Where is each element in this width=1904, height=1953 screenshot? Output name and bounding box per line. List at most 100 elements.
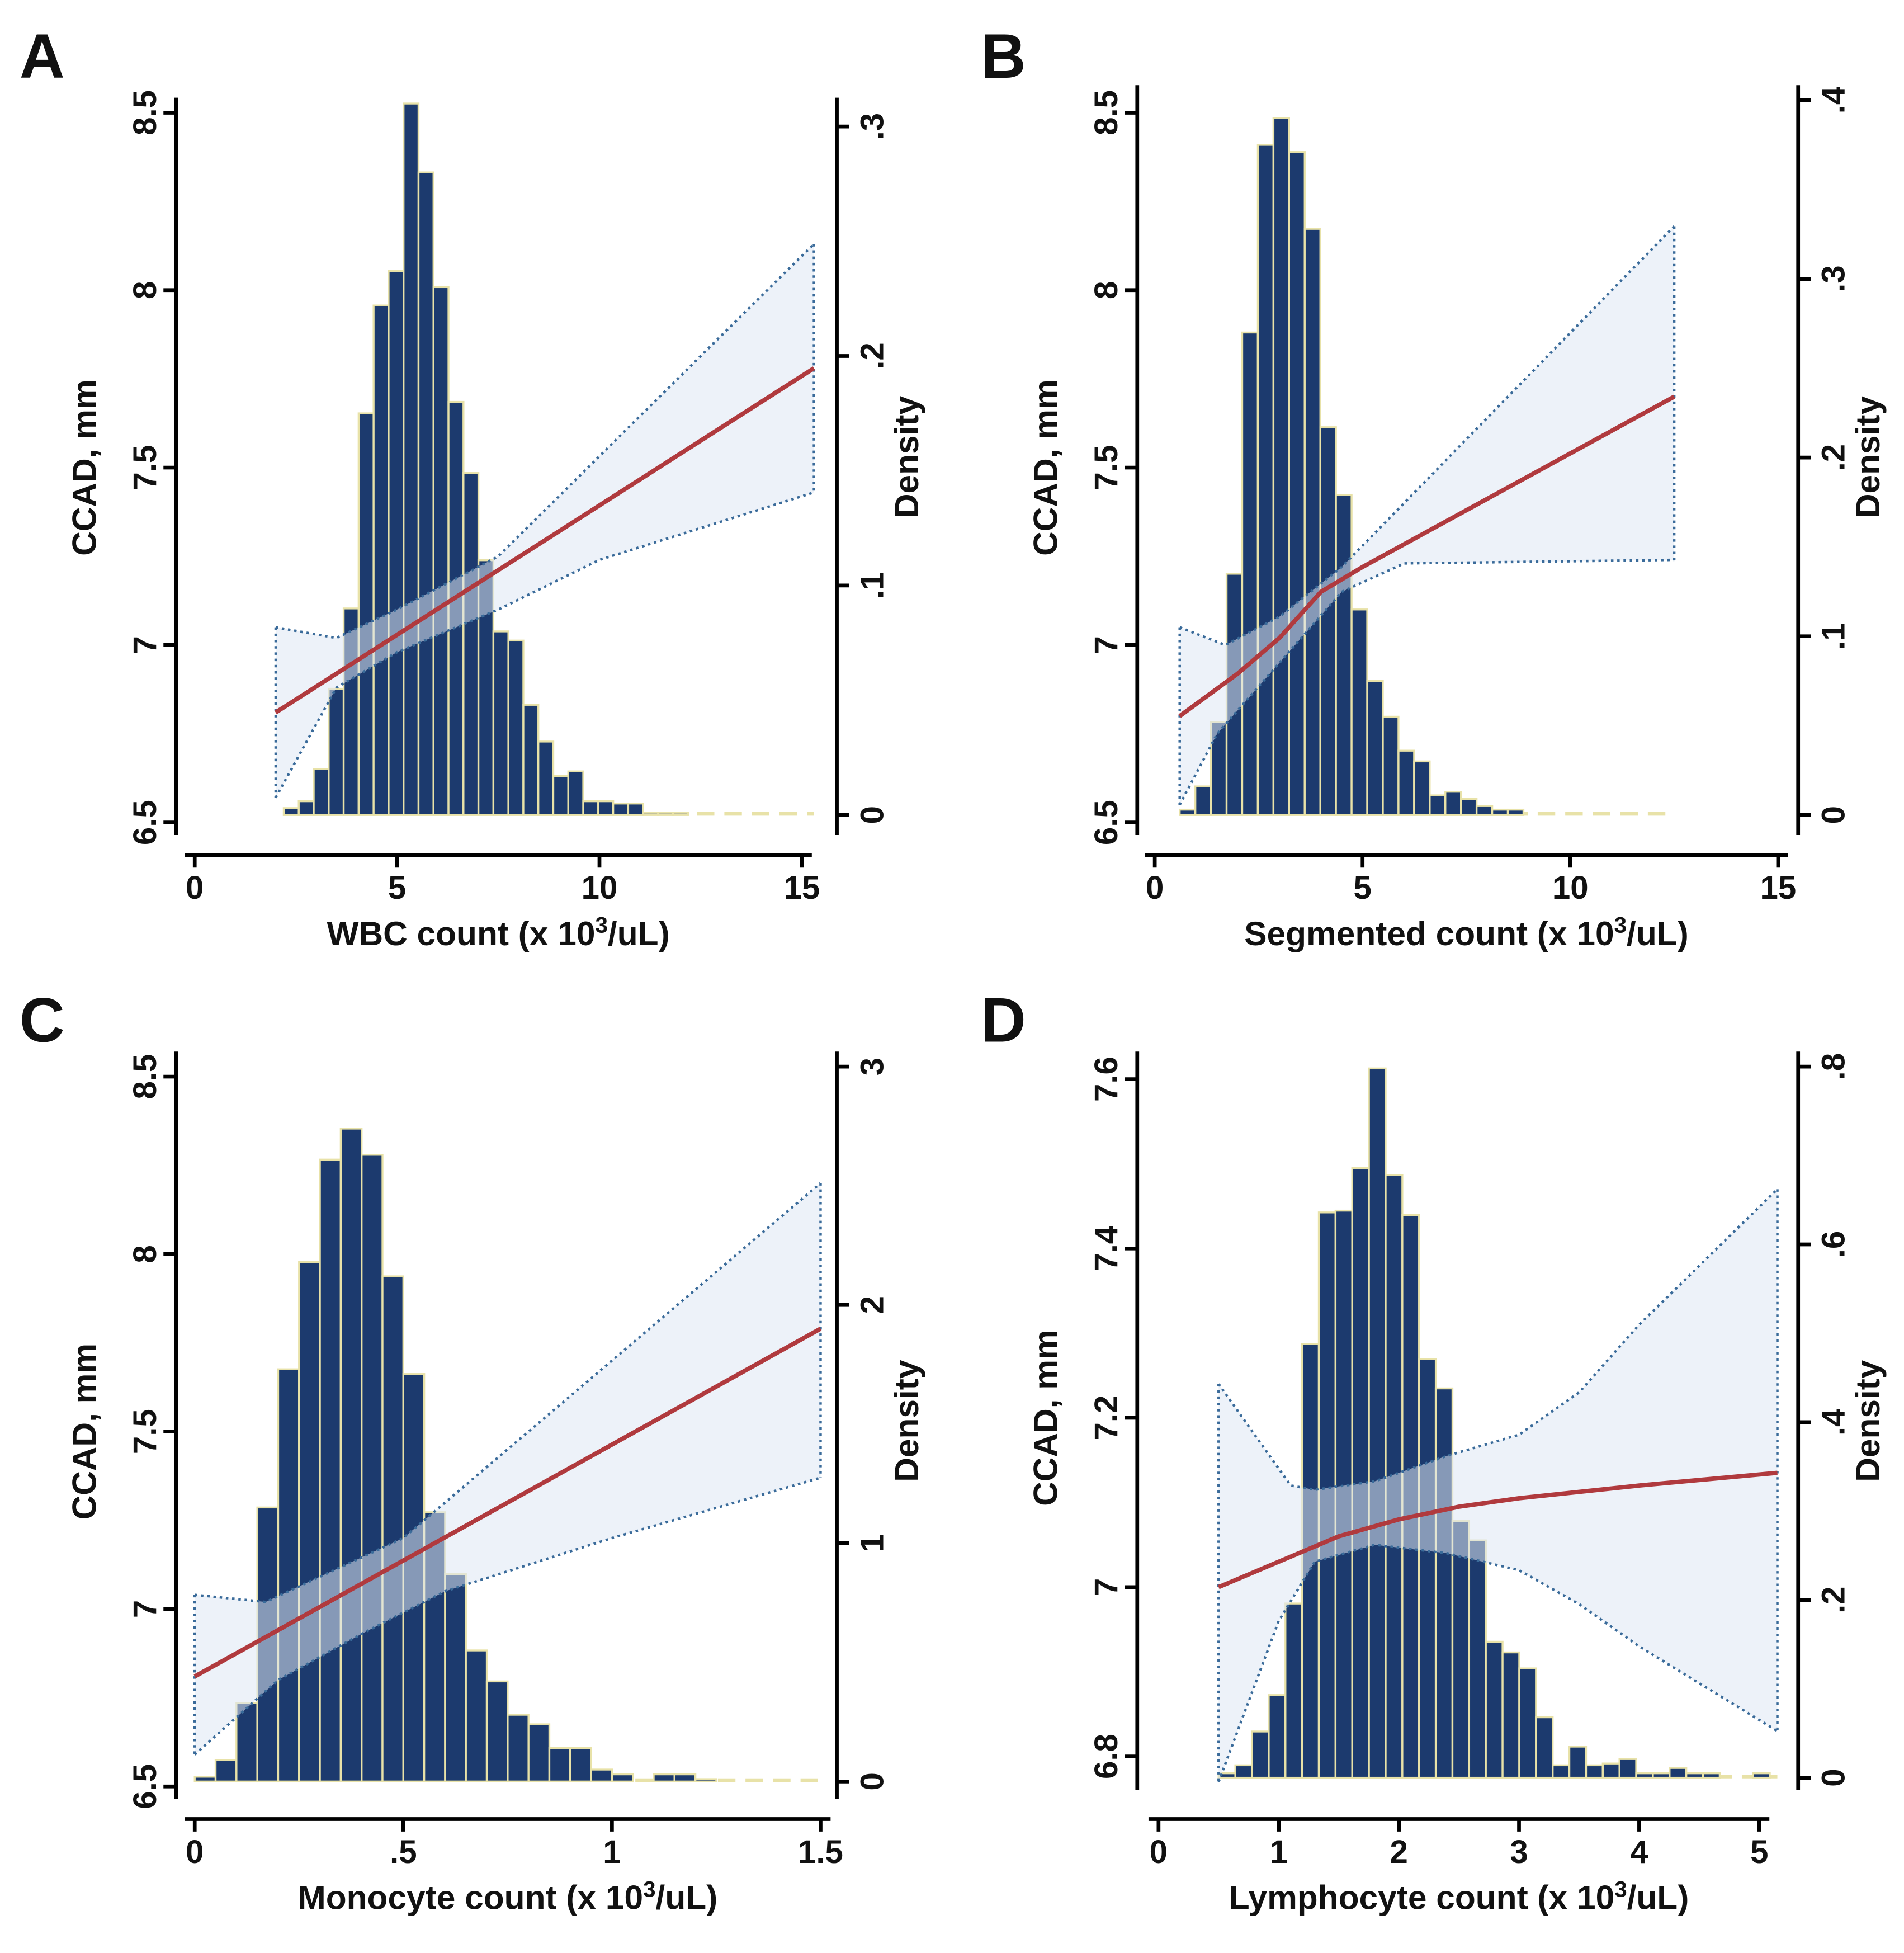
histogram-bar <box>694 1778 717 1783</box>
histogram-bar <box>1382 715 1400 816</box>
y-axis-title: CCAD, mm <box>1027 1329 1065 1506</box>
fit-line <box>1217 1470 1778 1589</box>
y-tick-label: 8.5 <box>1088 90 1125 135</box>
histogram-bar <box>465 1649 488 1783</box>
histogram-bar <box>1501 1651 1520 1779</box>
y-axis-title: CCAD, mm <box>65 379 103 556</box>
histogram-bar <box>1444 791 1462 816</box>
histogram-bar <box>1669 1767 1688 1779</box>
y2-axis-title: Density <box>887 396 925 518</box>
histogram-bar <box>297 800 315 816</box>
y2-axis-title: Density <box>887 1360 925 1482</box>
x-axis-title-text: Lymphocyte count (x 10 <box>1229 1879 1614 1917</box>
ci-lower-line <box>275 491 815 799</box>
panel-a: A 0 5 10 15 6.5 7 7.5 8 8.5 0 .1 .2 .3 CCAD, mm Density… <box>20 21 925 952</box>
x-axis-title-text: WBC count (x 10 <box>327 914 595 952</box>
y-tick-label: 6.5 <box>127 800 163 845</box>
histogram-bar <box>1179 808 1197 816</box>
y2-tick-label: .4 <box>1816 86 1852 114</box>
x-tick-label: 1.5 <box>798 1834 843 1870</box>
x-tick-label: 5 <box>1750 1834 1768 1870</box>
fit-line <box>1178 394 1675 718</box>
x-tick-label: 4 <box>1630 1834 1648 1870</box>
histogram-bar <box>1256 144 1275 816</box>
histogram-bar <box>214 1759 238 1783</box>
histogram-bar <box>1468 1539 1487 1779</box>
histogram-bar <box>381 1275 404 1783</box>
y2-tick-label: .3 <box>854 113 890 140</box>
x-axis-title-text: Segmented count (x 10 <box>1244 914 1614 952</box>
histogram-bar <box>653 1773 675 1783</box>
histogram-bar <box>1288 151 1306 816</box>
y-tick-label: 8.5 <box>127 90 163 135</box>
histogram-bar <box>552 775 569 816</box>
histogram-bar <box>1460 798 1478 816</box>
histogram-bar <box>507 639 525 816</box>
histogram-bar <box>1368 1067 1387 1779</box>
histogram-bar <box>569 1747 592 1783</box>
y-tick-label: 8 <box>127 1245 163 1263</box>
confidence-band <box>1179 226 1675 805</box>
x-axis-title-unit: /uL) <box>608 914 670 952</box>
histogram-bar <box>403 102 420 816</box>
histogram-bar <box>492 630 509 816</box>
histogram-bar <box>1335 494 1353 816</box>
histogram-bar <box>1272 117 1291 816</box>
histogram-bar <box>1284 1602 1303 1779</box>
histogram-bar <box>432 286 450 816</box>
y-tick-label: 7.5 <box>1088 445 1125 490</box>
histogram-bar <box>1491 808 1509 816</box>
x-tick-label: 0 <box>186 870 204 906</box>
histogram-bar <box>1418 1358 1437 1779</box>
y-tick-label: 7.5 <box>127 1409 163 1454</box>
y2-tick-label: 3 <box>854 1058 890 1075</box>
histogram-bar <box>388 270 405 816</box>
panel-letter: B <box>981 21 1026 91</box>
histogram-bar <box>522 704 540 816</box>
histogram-bar <box>282 807 300 816</box>
ci-lower-line <box>1178 558 1675 805</box>
x-axis-title-text: Monocyte count (x 10 <box>297 1879 643 1917</box>
histogram-bar <box>277 1368 300 1783</box>
fit-line <box>274 366 815 715</box>
y-tick-label: 7.5 <box>127 445 163 490</box>
histogram-bar <box>1752 1772 1771 1779</box>
ci-upper-line <box>1179 225 1675 647</box>
histogram-bar <box>1194 785 1212 816</box>
histogram-bar <box>672 812 689 816</box>
histogram-bar <box>1568 1746 1588 1779</box>
x-tick-label: 1 <box>603 1834 621 1870</box>
histogram-bar <box>567 770 584 816</box>
y2-axis-title: Density <box>1849 396 1887 518</box>
y-tick-label: 6.5 <box>1088 800 1125 845</box>
histogram-bar <box>313 768 330 816</box>
y2-tick-label: .6 <box>1816 1231 1852 1258</box>
x-tick-label: 15 <box>784 870 820 906</box>
y-tick-label: 8 <box>1088 281 1125 299</box>
histogram-bar <box>1434 1387 1454 1779</box>
x-tick-label: 2 <box>1390 1834 1407 1870</box>
histogram-bar <box>319 1158 342 1783</box>
x-tick-label: .5 <box>390 1834 417 1870</box>
histogram-bar <box>612 803 630 816</box>
x-axis-title-superscript: 3 <box>1614 1876 1627 1902</box>
y2-tick-label: 0 <box>854 1772 890 1790</box>
histogram-bar <box>1268 1694 1287 1779</box>
y2-tick-label: .2 <box>854 342 890 370</box>
y2-tick-label: 0 <box>1816 1768 1852 1786</box>
y-tick-label: 7 <box>1088 636 1125 654</box>
y-tick-label: 7 <box>127 636 163 654</box>
x-tick-label: 15 <box>1760 870 1797 906</box>
x-tick-label: 0 <box>186 1834 204 1870</box>
histogram-bar <box>1413 760 1431 816</box>
y2-tick-label: 0 <box>1816 806 1852 824</box>
y2-tick-label: .1 <box>854 572 890 600</box>
y-tick-label: 7.6 <box>1088 1056 1125 1102</box>
histogram-bar <box>1552 1764 1571 1779</box>
y-tick-label: 7.2 <box>1088 1395 1125 1441</box>
histogram-bar <box>1506 808 1525 816</box>
x-axis-title-unit: /uL) <box>1627 1879 1689 1917</box>
y2-tick-label: .3 <box>1816 265 1852 293</box>
histogram-bar <box>361 1154 384 1783</box>
histogram-bar <box>462 472 480 816</box>
